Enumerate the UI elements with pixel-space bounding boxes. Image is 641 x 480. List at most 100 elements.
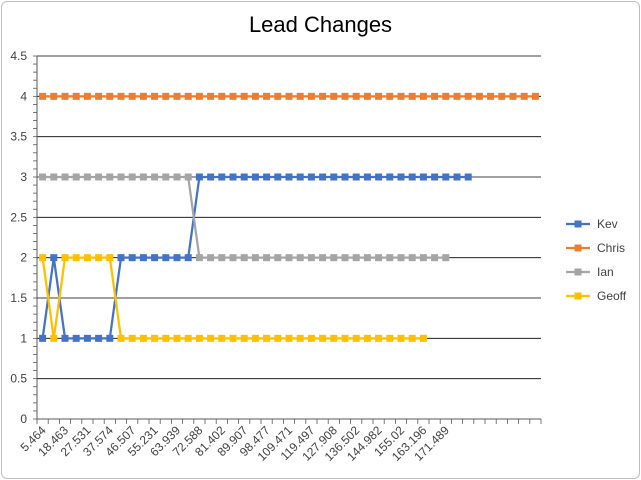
data-point (151, 334, 159, 342)
data-point (408, 254, 416, 262)
data-point (386, 173, 394, 181)
legend-label: Geoff (597, 289, 627, 303)
data-point (106, 173, 114, 181)
data-point (498, 92, 506, 100)
data-point (431, 92, 439, 100)
data-point (274, 334, 282, 342)
data-point (184, 254, 192, 262)
y-tick-label: 3 (20, 170, 27, 184)
data-point (352, 173, 360, 181)
y-tick-label: 2 (20, 251, 27, 265)
data-point (307, 92, 315, 100)
data-point (296, 173, 304, 181)
legend-item-chris: Chris (566, 241, 625, 255)
data-point (72, 334, 80, 342)
data-point (83, 173, 91, 181)
data-point (341, 334, 349, 342)
data-point (61, 254, 69, 262)
series-chris (39, 92, 539, 100)
data-point (117, 92, 125, 100)
data-point (218, 173, 226, 181)
data-point (39, 334, 47, 342)
data-point (72, 92, 80, 100)
data-point (531, 92, 539, 100)
data-point (285, 92, 293, 100)
y-tick-label: 1.5 (10, 291, 27, 305)
data-point (442, 254, 450, 262)
data-point (240, 334, 248, 342)
data-point (207, 173, 215, 181)
legend-item-ian: Ian (566, 265, 614, 279)
data-point (285, 334, 293, 342)
data-point (151, 92, 159, 100)
data-point (240, 92, 248, 100)
data-point (431, 254, 439, 262)
data-point (218, 254, 226, 262)
y-tick-label: 0.5 (10, 372, 27, 386)
data-point (442, 173, 450, 181)
x-axis-ticks: 5.46418.46327.53137.57446.50755.23163.93… (18, 423, 453, 464)
chart-title: Lead Changes (248, 12, 393, 37)
data-point (263, 254, 271, 262)
series-ian (39, 173, 450, 262)
data-point (319, 92, 327, 100)
data-point (408, 173, 416, 181)
data-point (229, 334, 237, 342)
data-point (39, 92, 47, 100)
data-point (263, 173, 271, 181)
y-tick-label: 0 (20, 412, 27, 426)
data-point (520, 92, 528, 100)
data-point (139, 254, 147, 262)
data-point (263, 334, 271, 342)
data-point (50, 173, 58, 181)
data-point (341, 92, 349, 100)
data-point (139, 334, 147, 342)
legend-label: Chris (597, 241, 625, 255)
legend-marker (574, 220, 582, 228)
data-point (397, 92, 405, 100)
data-point (240, 173, 248, 181)
data-point (442, 92, 450, 100)
data-point (39, 173, 47, 181)
data-point (50, 334, 58, 342)
data-point (173, 173, 181, 181)
data-point (487, 92, 495, 100)
data-point (72, 173, 80, 181)
data-point (128, 173, 136, 181)
data-point (162, 334, 170, 342)
data-point (39, 254, 47, 262)
data-point (61, 173, 69, 181)
data-point (139, 173, 147, 181)
data-point (285, 254, 293, 262)
data-point (397, 334, 405, 342)
data-point (307, 254, 315, 262)
y-axis-ticks: 0 0.5 1 1.5 2 2.5 3 3.5 4 4.5 (10, 49, 27, 426)
data-point (363, 92, 371, 100)
data-point (363, 254, 371, 262)
y-tick-label: 3.5 (10, 130, 27, 144)
data-point (464, 173, 472, 181)
data-point (128, 92, 136, 100)
data-point (341, 254, 349, 262)
data-point (274, 254, 282, 262)
y-tick-label: 4 (20, 89, 27, 103)
data-point (330, 173, 338, 181)
data-point (207, 92, 215, 100)
data-point (95, 173, 103, 181)
data-point (162, 92, 170, 100)
data-point (263, 92, 271, 100)
y-tick-label: 2.5 (10, 210, 27, 224)
data-point (151, 173, 159, 181)
data-point (207, 254, 215, 262)
data-point (397, 254, 405, 262)
data-point (162, 254, 170, 262)
legend-marker (574, 244, 582, 252)
data-point (363, 173, 371, 181)
data-point (408, 92, 416, 100)
data-point (173, 92, 181, 100)
data-point (128, 254, 136, 262)
legend-marker (574, 268, 582, 276)
data-point (251, 173, 259, 181)
